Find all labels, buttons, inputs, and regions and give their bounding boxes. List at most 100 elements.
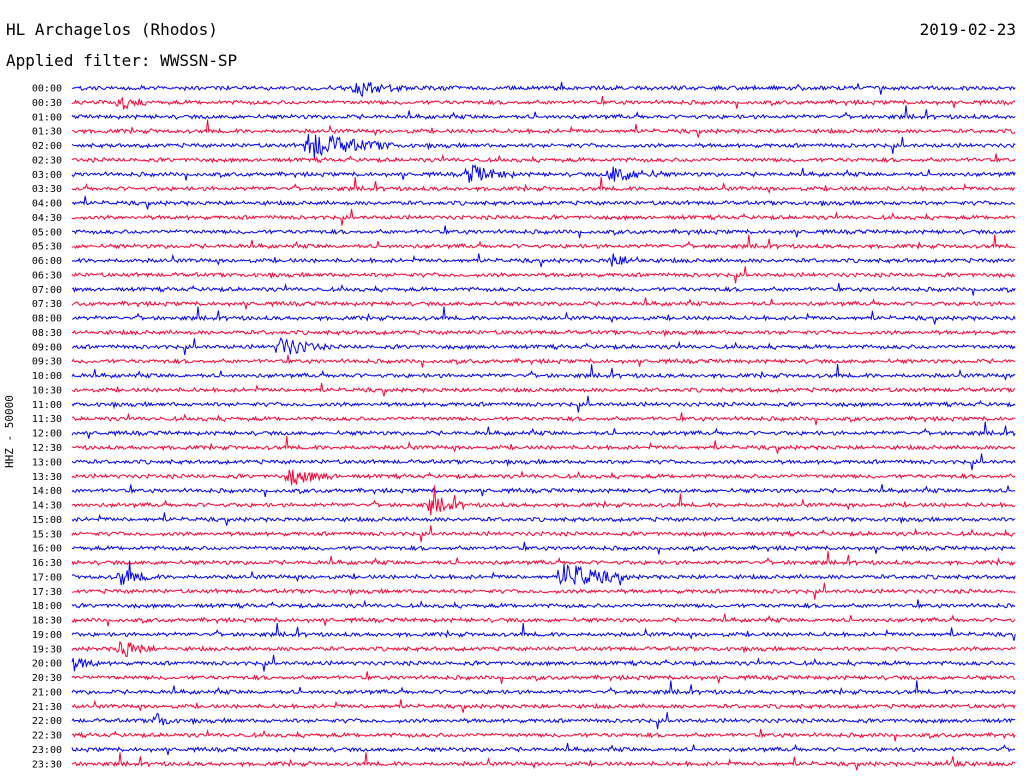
- trace-row: [71, 640, 1016, 657]
- row-time-label: 06:00: [32, 256, 62, 267]
- trace-row: [71, 133, 1016, 159]
- filter-label: Applied filter: WWSSN-SP: [6, 51, 238, 70]
- trace-row: [71, 671, 1016, 684]
- trace-row: [71, 412, 1016, 426]
- row-time-label: 16:30: [32, 558, 62, 569]
- trace-row: [71, 395, 1016, 413]
- trace-row: [71, 297, 1016, 310]
- trace-row: [71, 195, 1016, 210]
- trace-row: [71, 525, 1016, 543]
- row-time-label: 11:30: [32, 414, 62, 425]
- row-time-label: 09:00: [32, 342, 62, 353]
- trace-row: [71, 622, 1016, 641]
- trace-row: [71, 282, 1016, 296]
- row-time-label: 23:00: [32, 745, 62, 756]
- record-date: 2019-02-23: [919, 20, 1016, 39]
- row-time-label: 05:00: [32, 227, 62, 238]
- trace-row: [71, 421, 1016, 439]
- row-time-label: 20:00: [32, 659, 62, 670]
- row-time-label: 19:30: [32, 644, 62, 655]
- trace-row: [71, 469, 1016, 486]
- row-time-label: 01:00: [32, 112, 62, 123]
- trace-row: [71, 742, 1016, 756]
- row-time-label: 21:00: [32, 687, 62, 698]
- row-time-label: 07:30: [32, 299, 62, 310]
- trace-row: [71, 337, 1016, 356]
- trace-row: [71, 153, 1016, 164]
- row-time-label: 04:00: [32, 199, 62, 210]
- row-time-label: 10:00: [32, 371, 62, 382]
- trace-row: [71, 599, 1016, 610]
- row-time-label: 00:00: [32, 84, 62, 95]
- row-time-label: 02:00: [32, 141, 62, 152]
- row-time-label: 15:00: [32, 515, 62, 526]
- row-time-label: 18:00: [32, 601, 62, 612]
- trace-row: [71, 752, 1016, 771]
- row-time-label: 12:30: [32, 443, 62, 454]
- station-title: HL Archagelos (Rhodos): [6, 20, 218, 39]
- trace-row: [71, 164, 1016, 183]
- row-time-label: 17:30: [32, 587, 62, 598]
- trace-row: [71, 654, 1016, 672]
- trace-row: [71, 266, 1016, 284]
- row-time-label: 06:30: [32, 270, 62, 281]
- trace-row: [71, 435, 1016, 454]
- row-time-label: 00:30: [32, 98, 62, 109]
- trace-row: [71, 119, 1016, 138]
- trace-row: [71, 105, 1016, 121]
- trace-row: [71, 354, 1016, 368]
- row-time-label: 05:30: [32, 242, 62, 253]
- trace-row: [71, 699, 1016, 713]
- row-time-label: 15:30: [32, 529, 62, 540]
- trace-row: [71, 253, 1016, 268]
- trace-row: [71, 364, 1016, 381]
- row-time-label: 18:30: [32, 616, 62, 627]
- trace-row: [71, 177, 1016, 194]
- trace-row: [71, 582, 1016, 600]
- row-time-label: 01:30: [32, 127, 62, 138]
- row-time-label: 03:30: [32, 184, 62, 195]
- trace-row: [71, 81, 1016, 98]
- row-time-label: 08:00: [32, 314, 62, 325]
- trace-row: [71, 234, 1016, 250]
- row-time-label: 16:00: [32, 544, 62, 555]
- row-time-label: 14:00: [32, 486, 62, 497]
- trace-row: [71, 728, 1016, 742]
- row-time-label: 07:00: [32, 285, 62, 296]
- trace-row: [71, 225, 1016, 239]
- trace-row: [71, 551, 1016, 567]
- trace-row: [71, 613, 1016, 627]
- trace-row: [71, 485, 1016, 516]
- trace-row: [71, 328, 1016, 338]
- row-time-label: 04:30: [32, 213, 62, 224]
- row-time-label: 19:00: [32, 630, 62, 641]
- trace-row: [71, 306, 1016, 325]
- trace-row: [71, 541, 1016, 555]
- row-time-label: 17:00: [32, 572, 62, 583]
- row-time-label: 20:30: [32, 673, 62, 684]
- row-time-label: 08:30: [32, 328, 62, 339]
- row-time-label: 03:00: [32, 170, 62, 181]
- row-time-label: 09:30: [32, 357, 62, 368]
- row-time-label: 10:30: [32, 385, 62, 396]
- row-time-label: 02:30: [32, 155, 62, 166]
- row-time-label: 12:00: [32, 429, 62, 440]
- trace-row: [71, 96, 1016, 110]
- trace-row: [71, 512, 1016, 526]
- trace-row: [71, 453, 1016, 471]
- trace-row: [72, 382, 1016, 397]
- row-time-label: 22:30: [32, 731, 62, 742]
- row-time-label: 23:30: [32, 759, 62, 770]
- row-time-label: 14:30: [32, 501, 62, 512]
- trace-row: [71, 208, 1016, 226]
- row-time-label: 13:00: [32, 457, 62, 468]
- trace-row: [71, 560, 1016, 586]
- trace-row: [71, 712, 1016, 730]
- row-time-label: 13:30: [32, 472, 62, 483]
- row-time-label: 21:30: [32, 702, 62, 713]
- trace-row: [71, 484, 1016, 497]
- row-time-label: 22:00: [32, 716, 62, 727]
- row-time-label: 11:00: [32, 400, 62, 411]
- trace-row: [71, 680, 1016, 696]
